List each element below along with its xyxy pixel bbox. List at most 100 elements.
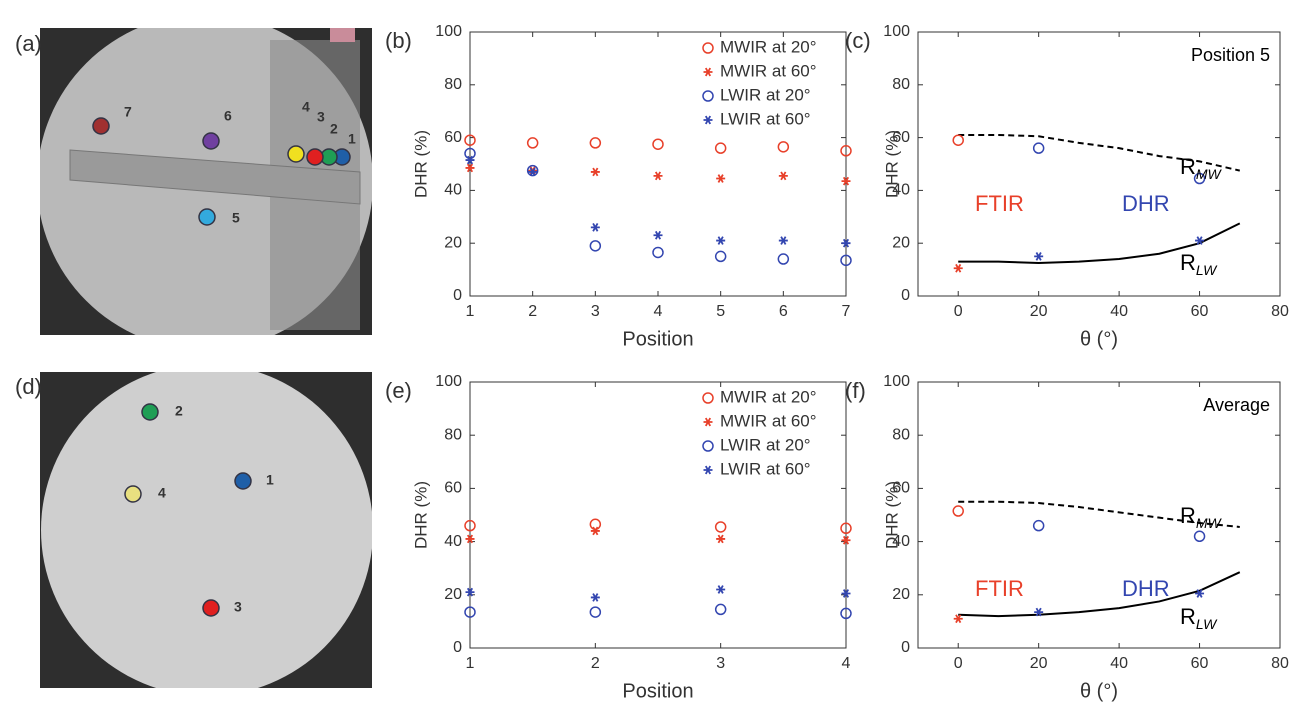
annotation-text: R — [1180, 154, 1196, 179]
x-tick-label: 5 — [716, 303, 725, 320]
data-point — [840, 254, 852, 267]
x-tick-label: 6 — [779, 303, 788, 320]
photo-d — [40, 372, 372, 688]
annotation: FTIR — [975, 576, 1024, 601]
legend-label: MWIR at 20° — [720, 37, 817, 56]
position-label: 3 — [234, 599, 242, 615]
data-point — [714, 521, 727, 533]
y-tick-label: 20 — [892, 586, 910, 603]
x-axis-label: θ (°) — [1080, 680, 1118, 702]
annotation-subscript: MW — [1196, 515, 1223, 531]
data-point — [953, 263, 963, 273]
data-point — [589, 240, 602, 252]
annotation-subscript: LW — [1196, 616, 1218, 632]
y-tick-label: 40 — [444, 182, 462, 199]
x-tick-label: 60 — [1191, 655, 1209, 672]
y-tick-label: 40 — [892, 533, 910, 550]
axes-box — [917, 31, 1281, 297]
position-label: 4 — [158, 485, 166, 501]
y-tick-label: 0 — [901, 287, 910, 304]
data-point — [716, 534, 726, 544]
data-point — [652, 138, 664, 150]
ruler — [69, 149, 361, 205]
y-tick-label: 100 — [435, 23, 462, 40]
y-tick-label: 80 — [444, 76, 462, 93]
data-point — [841, 238, 851, 248]
data-point — [465, 534, 475, 544]
data-point — [526, 137, 539, 149]
legend-label: LWIR at 60° — [720, 459, 811, 478]
data-point — [1193, 172, 1206, 185]
y-tick-label: 80 — [892, 426, 910, 443]
legend-label: MWIR at 60° — [720, 61, 817, 80]
x-tick-label: 20 — [1030, 655, 1048, 672]
x-axis-label: Position — [622, 328, 693, 350]
legend-marker — [703, 417, 713, 427]
position-marker — [124, 485, 142, 503]
data-point — [953, 614, 963, 624]
data-point — [777, 253, 790, 265]
annotation-text: R — [1180, 503, 1196, 528]
y-tick-label: 60 — [892, 480, 910, 497]
legend-marker — [703, 465, 713, 475]
data-point — [528, 167, 538, 177]
data-point — [465, 587, 475, 597]
panel-label: (d) — [15, 374, 42, 399]
legend-label: LWIR at 20° — [720, 85, 811, 104]
annotation-text: R — [1180, 250, 1196, 275]
annotation-text: FTIR — [975, 191, 1024, 216]
data-point — [778, 236, 788, 245]
x-tick-label: 3 — [716, 655, 725, 672]
data-point — [716, 236, 726, 245]
data-point — [1032, 142, 1045, 154]
x-tick-label: 40 — [1110, 303, 1128, 320]
panel-label: (a) — [15, 31, 42, 56]
panel-label: (f) — [845, 378, 866, 403]
axes-box — [917, 381, 1281, 649]
annotation: FTIR — [975, 191, 1024, 216]
data-point — [589, 518, 602, 531]
panel-label: (c) — [845, 28, 871, 53]
y-tick-label: 60 — [444, 480, 462, 497]
annotation: DHR — [1122, 191, 1170, 216]
data-point — [1195, 589, 1205, 598]
tag — [330, 28, 355, 42]
position-label: 5 — [232, 210, 240, 226]
annotation-text: Average — [1203, 395, 1270, 415]
position-label: 4 — [302, 99, 310, 115]
photo-a — [40, 28, 372, 335]
data-point — [777, 141, 790, 153]
data-point — [590, 526, 600, 536]
data-point — [840, 607, 852, 620]
data-point — [841, 176, 851, 186]
y-tick-label: 0 — [901, 639, 910, 656]
data-point — [952, 505, 964, 517]
annotation-text: FTIR — [975, 576, 1024, 601]
legend-marker — [702, 440, 714, 452]
legend-label: LWIR at 20° — [720, 435, 811, 454]
position-marker — [234, 472, 252, 490]
data-point — [590, 223, 600, 232]
y-tick-label: 100 — [883, 23, 910, 40]
model-line — [958, 133, 1241, 172]
y-tick-label: 20 — [892, 234, 910, 251]
data-point — [714, 142, 727, 154]
data-point — [653, 171, 663, 181]
data-point — [465, 163, 475, 173]
data-point — [652, 246, 664, 259]
annotation: Position 5 — [1191, 45, 1270, 65]
position-label: 2 — [330, 121, 338, 137]
data-point — [589, 137, 602, 149]
position-marker — [287, 145, 305, 163]
legend-label: MWIR at 20° — [720, 387, 817, 406]
position-marker — [306, 148, 324, 166]
position-marker — [202, 599, 220, 617]
annotation-text: DHR — [1122, 191, 1170, 216]
annotation-subscript: MW — [1196, 166, 1223, 182]
x-tick-label: 2 — [528, 303, 537, 320]
data-point — [840, 145, 852, 157]
legend-marker — [703, 67, 713, 77]
data-point — [464, 134, 476, 146]
sample-disk — [41, 372, 372, 688]
